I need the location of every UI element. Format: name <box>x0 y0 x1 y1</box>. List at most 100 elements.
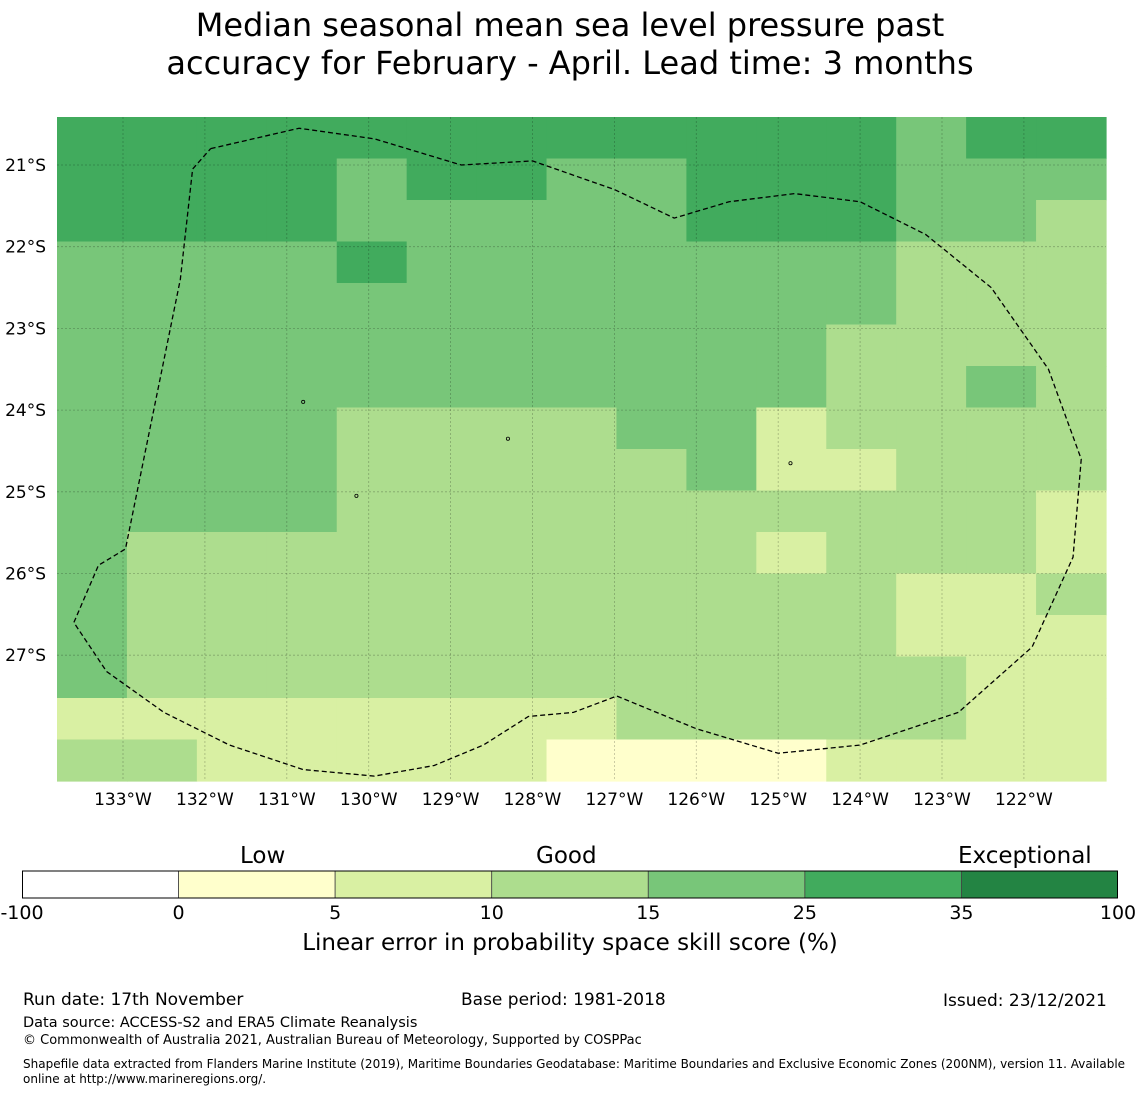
colorbar <box>22 870 1118 899</box>
colorbar-tick-label: 25 <box>792 902 817 924</box>
grid-cell <box>546 656 618 699</box>
grid-cell <box>266 490 338 533</box>
base-period: Base period: 1981-2018 <box>461 990 666 1010</box>
grid-cell <box>826 324 897 367</box>
grid-cell <box>1036 366 1107 409</box>
lon-tick-label: 127°W <box>586 790 644 810</box>
grid-cell <box>336 615 408 658</box>
grid-cell <box>616 407 687 450</box>
grid-cell <box>126 615 198 658</box>
grid-cell <box>126 366 198 409</box>
grid-cell <box>686 573 757 616</box>
grid-cell <box>686 615 757 658</box>
grid-cell <box>406 366 478 409</box>
grid-cell <box>756 490 827 533</box>
grid-cell <box>476 324 548 367</box>
grid-cell <box>896 615 967 658</box>
grid-cell <box>1036 407 1107 450</box>
grid-cell <box>546 532 618 575</box>
grid-cell <box>196 656 268 699</box>
grid-cell <box>756 324 827 367</box>
grid-cell <box>336 656 408 699</box>
grid-cell <box>756 407 827 450</box>
grid-cell <box>686 698 757 741</box>
grid-cell <box>966 698 1037 741</box>
colorbar-segment <box>178 870 336 899</box>
colorbar-axis-label: Linear error in probability space skill … <box>302 930 838 956</box>
grid-cell <box>896 241 967 284</box>
grid-cell <box>266 449 338 492</box>
grid-cell <box>476 366 548 409</box>
grid-cell <box>476 407 548 450</box>
grid-cell <box>966 283 1037 326</box>
grid-cell <box>756 117 827 160</box>
grid-cell <box>966 656 1037 699</box>
grid-cell <box>686 407 757 450</box>
grid-cell <box>57 449 128 492</box>
grid-cell <box>686 490 757 533</box>
grid-cell <box>476 200 548 243</box>
grid-cell <box>896 739 967 782</box>
grid-cell <box>406 698 478 741</box>
grid-cell <box>826 200 897 243</box>
grid-cell <box>826 117 897 160</box>
colorbar-tick-label: -100 <box>0 902 44 924</box>
grid-cell <box>196 407 268 450</box>
grid-cell <box>266 656 338 699</box>
grid-cell <box>546 615 618 658</box>
grid-cell <box>406 490 478 533</box>
grid-cell <box>266 739 338 782</box>
shapefile-credit-line-1: Shapefile data extracted from Flanders M… <box>23 1057 1126 1071</box>
grid-cell <box>266 324 338 367</box>
grid-cell <box>266 158 338 201</box>
issued-date: Issued: 23/12/2021 <box>943 991 1107 1011</box>
grid-cell <box>57 283 128 326</box>
grid-cell <box>756 449 827 492</box>
grid-cell <box>826 532 897 575</box>
grid-cell <box>336 200 408 243</box>
colorbar-label-low: Low <box>240 843 286 869</box>
colorbar-segment <box>961 870 1118 899</box>
lat-tick-label: 26°S <box>5 565 46 585</box>
grid-cell <box>126 200 198 243</box>
grid-cell <box>266 407 338 450</box>
lon-tick-label: 132°W <box>176 790 234 810</box>
grid-cell <box>57 200 128 243</box>
grid-cell <box>966 532 1037 575</box>
grid-cell <box>336 366 408 409</box>
grid-cell <box>196 200 268 243</box>
grid-cell <box>476 117 548 160</box>
grid-cell <box>966 200 1037 243</box>
lat-tick-label: 25°S <box>5 483 46 503</box>
grid-cell <box>126 324 198 367</box>
grid-cell <box>196 532 268 575</box>
grid-cell <box>826 449 897 492</box>
grid-cell <box>126 449 198 492</box>
grid-cell <box>336 698 408 741</box>
grid-cell <box>616 739 687 782</box>
grid-cell <box>826 656 897 699</box>
grid-cell <box>196 573 268 616</box>
grid-cell <box>896 490 967 533</box>
grid-cell <box>756 200 827 243</box>
grid-cell <box>476 698 548 741</box>
grid-cell <box>126 283 198 326</box>
grid-cell <box>476 490 548 533</box>
grid-cell <box>1036 283 1107 326</box>
colorbar-tick-label: 0 <box>172 902 185 924</box>
grid-cell <box>896 158 967 201</box>
grid-cell <box>966 407 1037 450</box>
grid-cell <box>546 241 618 284</box>
lon-tick-label: 125°W <box>749 790 807 810</box>
grid-cell <box>616 449 687 492</box>
grid-cell <box>546 739 618 782</box>
lon-tick-label: 126°W <box>667 790 725 810</box>
grid-cell <box>826 158 897 201</box>
lat-tick-label: 23°S <box>5 319 46 339</box>
grid-cell <box>686 200 757 243</box>
grid-cell <box>126 698 198 741</box>
grid-cell <box>57 366 128 409</box>
copyright: © Commonwealth of Australia 2021, Austra… <box>23 1033 642 1048</box>
grid-cell <box>826 615 897 658</box>
lon-tick-label: 122°W <box>995 790 1053 810</box>
